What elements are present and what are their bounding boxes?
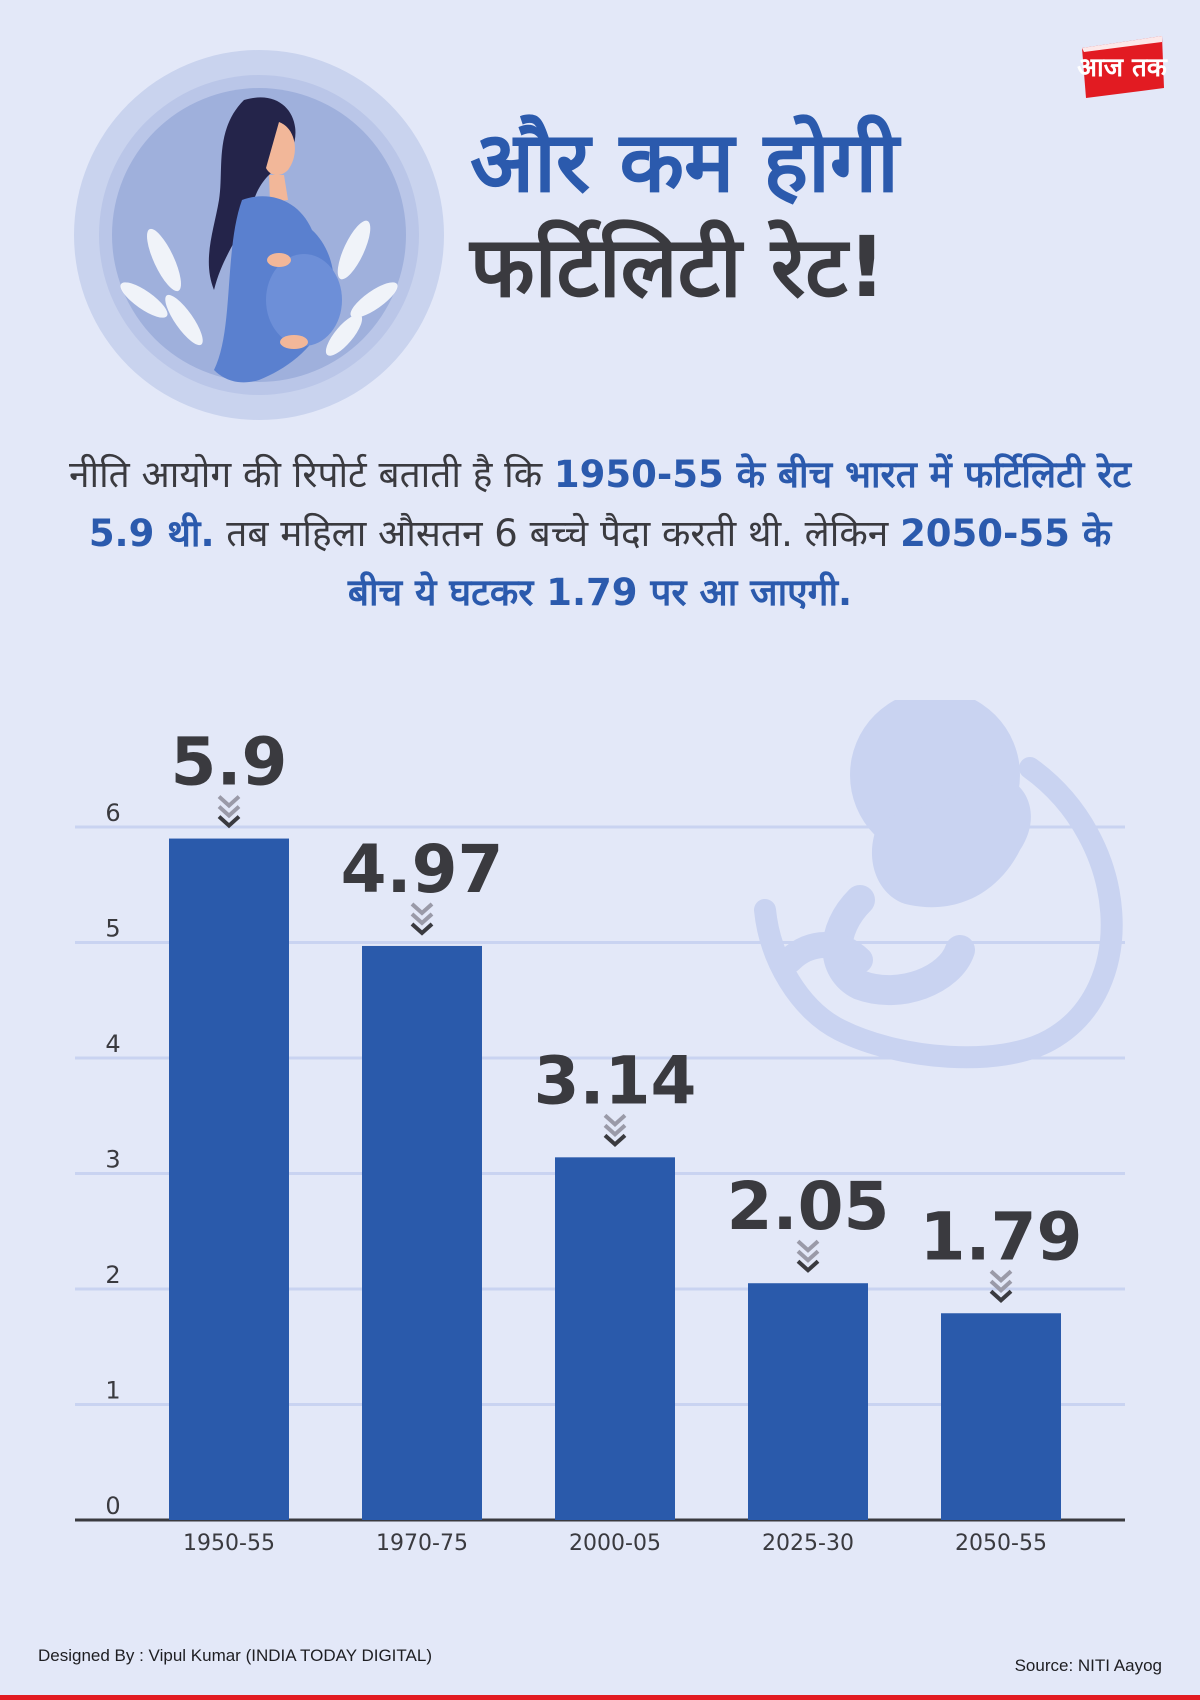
bar-2025-30 xyxy=(748,1283,868,1520)
down-arrow-icon xyxy=(796,1239,820,1273)
source-text: Source: NITI Aayog xyxy=(1014,1656,1162,1675)
value-label: 4.97 xyxy=(341,831,504,908)
x-tick-label: 2000-05 xyxy=(569,1531,661,1556)
headline: और कम होगी फर्टिलिटी रेट! xyxy=(470,110,1170,320)
y-tick-label: 4 xyxy=(105,1030,120,1058)
y-tick-label: 1 xyxy=(105,1377,120,1405)
down-arrow-icon xyxy=(217,795,241,829)
down-arrow-icon xyxy=(410,902,434,936)
bar-1970-75 xyxy=(362,945,482,1520)
down-arrow-icon xyxy=(989,1269,1013,1303)
y-tick-label: 2 xyxy=(105,1261,120,1289)
y-tick-label: 6 xyxy=(105,799,120,827)
y-tick-label: 0 xyxy=(105,1492,120,1520)
embryo-illustration xyxy=(754,690,1123,1069)
value-label: 2.05 xyxy=(727,1168,890,1245)
intro-text: तब महिला औसतन 6 बच्चे पैदा करती थी. लेकि… xyxy=(214,512,901,556)
headline-line-1: और कम होगी xyxy=(470,113,899,211)
logo-text: आज तक xyxy=(1077,53,1168,83)
aajtak-logo: आज तक xyxy=(1072,30,1168,102)
bar-2000-05 xyxy=(555,1157,675,1520)
value-label: 3.14 xyxy=(534,1042,697,1119)
x-tick-label: 1950-55 xyxy=(183,1531,275,1556)
down-arrow-icon xyxy=(603,1113,627,1148)
intro-paragraph: नीति आयोग की रिपोर्ट बताती है कि 1950-55… xyxy=(60,445,1140,623)
headline-line-2: फर्टिलिटी रेट! xyxy=(470,218,886,316)
value-label: 5.9 xyxy=(171,724,288,801)
bar-chart-svg: 0 1 2 3 4 5 6 5.9 1950-55 4.97 1970-75 3.14 2000-05 2… xyxy=(75,690,1125,1556)
fertility-rate-chart: 0 1 2 3 4 5 6 5.9 1950-55 4.97 1970-75 3.14 2000-05 2… xyxy=(0,690,1200,1580)
y-tick-label: 5 xyxy=(105,915,120,943)
pregnant-woman-illustration xyxy=(74,50,444,420)
credit-text: Designed By : Vipul Kumar (INDIA TODAY D… xyxy=(38,1646,432,1665)
intro-text: नीति आयोग की रिपोर्ट बताती है कि xyxy=(68,453,554,496)
intro-highlight: 2050-55 के बीच ये घटकर 1.79 पर आ जाएगी. xyxy=(347,512,1112,615)
value-label: 1.79 xyxy=(920,1198,1083,1275)
intro-highlight: 1950-55 के बीच भारत में फर्टिलिटी रेट 5.… xyxy=(88,453,1131,556)
x-tick-label: 1970-75 xyxy=(376,1531,468,1556)
y-tick-label: 3 xyxy=(105,1146,120,1174)
bar-1950-55 xyxy=(169,838,289,1520)
x-tick-label: 2025-30 xyxy=(762,1531,854,1556)
bottom-rule xyxy=(0,1695,1200,1700)
x-tick-label: 2050-55 xyxy=(955,1531,1047,1556)
bar-2050-55 xyxy=(941,1313,1061,1520)
